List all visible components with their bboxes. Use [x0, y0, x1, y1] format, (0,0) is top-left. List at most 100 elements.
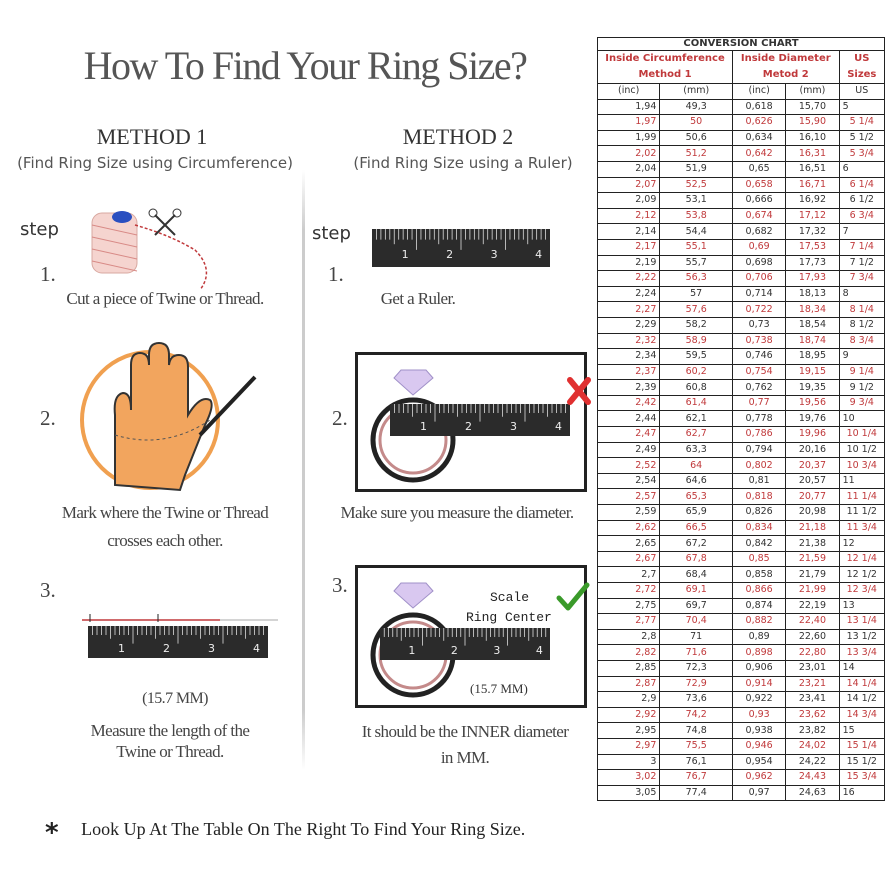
- table-cell: 66,5: [659, 519, 733, 537]
- m2-step1-number: 1.: [328, 262, 344, 286]
- table-cell: 15,70: [785, 98, 840, 116]
- hand-measure-icon: [80, 341, 257, 492]
- twine-scissors-icon: [91, 208, 208, 291]
- table-cell: 63,3: [659, 441, 733, 459]
- table-cell: 24,22: [785, 753, 840, 771]
- table-cell: 21,79: [785, 566, 840, 583]
- table-cell: 21,99: [785, 582, 840, 599]
- m2-step3-text-line2: in MM.: [440, 748, 490, 767]
- table-cell: 0,65: [731, 160, 787, 178]
- table-cell: 21,18: [785, 519, 840, 537]
- table-cell: 57: [659, 285, 733, 303]
- table-cell: 59,5: [659, 348, 733, 365]
- correct-check-icon: [556, 582, 590, 611]
- table-cell: 0,618: [731, 98, 787, 116]
- ruler-m2-step3: 1 2 3 4: [380, 628, 550, 665]
- table-row: 2,34 59,5 0,746 18,95 9: [596, 348, 886, 365]
- table-row: 1,94 49,3 0,618 15,70 5: [596, 98, 886, 116]
- table-cell: 0,754: [731, 363, 787, 381]
- table-cell: 21,38: [785, 535, 840, 552]
- table-cell: 2,22: [596, 270, 661, 287]
- table-cell: 22,60: [785, 628, 840, 646]
- table-cell: 54,4: [659, 223, 733, 240]
- wrong-cross-icon: [567, 377, 591, 405]
- table-cell: 2,87: [596, 675, 661, 693]
- ruler-number: 1: [420, 420, 427, 433]
- table-cell: 62,1: [659, 410, 733, 428]
- table-row: 2,19 55,7 0,698 17,73 7 1/2: [596, 254, 886, 272]
- table-cell: 65,9: [659, 504, 733, 521]
- footnote: * Look Up At The Table On The Right To F…: [45, 818, 525, 848]
- column-unit: (mm): [659, 83, 733, 100]
- table-cell: 18,34: [785, 301, 840, 318]
- table-cell: 12 1/4: [838, 550, 886, 568]
- table-cell: 51,2: [659, 145, 733, 162]
- ruler-number: 1: [408, 644, 416, 657]
- table-cell: 51,9: [659, 160, 733, 178]
- table-cell: 55,7: [659, 254, 733, 272]
- table-row: 3 76,1 0,954 24,22 15 1/2: [596, 753, 886, 771]
- table-cell: 2,57: [596, 488, 661, 506]
- table-cell: 13: [838, 597, 886, 615]
- table-cell: 9 3/4: [838, 394, 886, 412]
- table-cell: 5 3/4: [838, 145, 886, 162]
- ruler-number: 4: [253, 642, 260, 655]
- footnote-text: Look Up At The Table On The Right To Fin…: [81, 819, 526, 839]
- asterisk-icon: *: [45, 818, 59, 848]
- table-cell: 20,37: [785, 457, 840, 474]
- table-cell: 7 1/2: [838, 254, 886, 272]
- table-row: 3,02 76,7 0,962 24,43 15 3/4: [596, 769, 886, 786]
- table-cell: 20,16: [785, 441, 840, 459]
- table-cell: 0,794: [731, 441, 787, 459]
- table-cell: 53,8: [659, 207, 733, 225]
- table-cell: 2,19: [596, 254, 661, 272]
- table-cell: 16,92: [785, 192, 840, 209]
- method2-subtitle: (Find Ring Size using a Ruler): [353, 154, 573, 172]
- table-cell: 2,07: [596, 176, 661, 194]
- m1-step1-text: Cut a piece of Twine or Thread.: [66, 289, 264, 308]
- ruler-number: 2: [465, 420, 472, 433]
- m2-step3-number: 3.: [332, 573, 348, 597]
- table-cell: 17,73: [785, 254, 840, 272]
- table-cell: 12 3/4: [838, 582, 886, 599]
- table-cell: 8: [838, 285, 886, 303]
- table-cell: 0,954: [731, 753, 787, 771]
- table-cell: 0,642: [731, 145, 787, 162]
- m1-step3-text-line1: Measure the length of the: [90, 721, 250, 740]
- table-cell: 2,82: [596, 644, 661, 661]
- table-cell: 0,682: [731, 223, 787, 240]
- table-row: 2,24 57 0,714 18,13 8: [596, 285, 886, 303]
- table-cell: 2,27: [596, 301, 661, 318]
- table-cell: 70,4: [659, 613, 733, 630]
- table-cell: 6 3/4: [838, 207, 886, 225]
- table-row: 2,07 52,5 0,658 16,71 6 1/4: [596, 176, 886, 194]
- m1-step1-number: 1.: [40, 262, 56, 286]
- table-row: 2,77 70,4 0,882 22,40 13 1/4: [596, 613, 886, 630]
- table-cell: 58,2: [659, 316, 733, 334]
- table-cell: 17,12: [785, 207, 840, 225]
- table-cell: 19,56: [785, 394, 840, 412]
- column-divider: [302, 170, 305, 770]
- table-cell: 15 3/4: [838, 769, 886, 786]
- table-cell: 24,63: [785, 784, 840, 802]
- table-cell: 0,962: [731, 769, 787, 786]
- table-row: 2,42 61,4 0,77 19,56 9 3/4: [596, 394, 886, 412]
- table-cell: 2,85: [596, 659, 661, 677]
- table-cell: 6 1/4: [838, 176, 886, 194]
- table-cell: 11 1/4: [838, 488, 886, 506]
- table-row: 2,17 55,1 0,69 17,53 7 1/4: [596, 238, 886, 256]
- table-cell: 5 1/2: [838, 129, 886, 147]
- method1-subtitle: (Find Ring Size using Circumference): [17, 154, 293, 172]
- table-cell: 67,8: [659, 550, 733, 568]
- table-cell: 23,82: [785, 722, 840, 739]
- table-cell: 2,02: [596, 145, 661, 162]
- table-cell: 9 1/2: [838, 379, 886, 396]
- table-cell: 72,9: [659, 675, 733, 693]
- table-cell: 7 3/4: [838, 270, 886, 287]
- table-row: 2,82 71,6 0,898 22,80 13 3/4: [596, 644, 886, 661]
- table-cell: 5 1/4: [838, 114, 886, 131]
- table-cell: 0,722: [731, 301, 787, 318]
- table-cell: 2,42: [596, 394, 661, 412]
- table-cell: 57,6: [659, 301, 733, 318]
- table-cell: 0,738: [731, 332, 787, 350]
